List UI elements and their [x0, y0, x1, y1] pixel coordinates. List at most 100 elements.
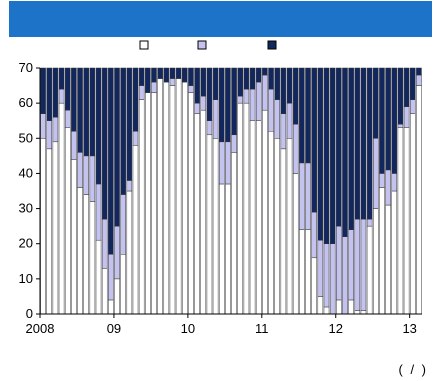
- bar-segment: [58, 102, 65, 315]
- bar-segment: [385, 204, 391, 315]
- bar-segment: [268, 131, 274, 315]
- bar-segment: [391, 173, 398, 192]
- bar-segment: [231, 134, 237, 153]
- bar-segment: [71, 131, 77, 160]
- bar-segment: [292, 173, 299, 315]
- bar-segment: [262, 67, 268, 76]
- bar-segment: [218, 141, 225, 185]
- bar-segment: [132, 67, 139, 132]
- bar-segment: [218, 67, 225, 143]
- bar-segment: [348, 229, 354, 301]
- bar-segment: [360, 218, 367, 311]
- bar-segment: [255, 81, 262, 121]
- legend-marker: [139, 40, 149, 50]
- bar-segment: [58, 67, 65, 90]
- bar-segment: [379, 67, 385, 174]
- bar-segment: [138, 85, 145, 100]
- bar-segment: [83, 155, 89, 195]
- bar-segment: [64, 67, 71, 111]
- bar-segment: [280, 67, 287, 114]
- x-tick-label: 10: [181, 321, 195, 336]
- bar-segment: [120, 254, 126, 315]
- bar-segment: [373, 208, 379, 315]
- bar-segment: [348, 67, 354, 230]
- bar-segment: [212, 67, 219, 100]
- bar-segment: [292, 67, 299, 125]
- bar-segment: [126, 67, 133, 181]
- x-tick-label: 13: [402, 321, 416, 336]
- bar-segment: [280, 113, 287, 150]
- bar-segment: [243, 88, 250, 104]
- bar-segment: [249, 67, 256, 90]
- bar-segment: [360, 67, 367, 220]
- bar-segment: [206, 120, 213, 136]
- bar-segment: [157, 67, 163, 79]
- bar-segment: [145, 67, 151, 93]
- bar-segment: [323, 306, 330, 315]
- bar-segment: [194, 102, 200, 114]
- bar-segment: [126, 190, 133, 315]
- bar-segment: [151, 92, 157, 315]
- bar-segment: [114, 67, 120, 227]
- bar-segment: [354, 67, 361, 220]
- bar-segment: [95, 239, 102, 315]
- bar-segment: [151, 81, 157, 93]
- bar-segment: [83, 194, 89, 315]
- bar-segment: [268, 88, 274, 132]
- bar-segment: [108, 67, 114, 255]
- bar-segment: [200, 67, 207, 97]
- bar-segment: [138, 67, 145, 86]
- bar-segment: [40, 113, 46, 139]
- bar-segment: [317, 67, 324, 241]
- bar-segment: [231, 67, 237, 136]
- bar-segment: [40, 138, 46, 315]
- bar-segment: [225, 141, 231, 185]
- bar-segment: [360, 310, 367, 315]
- bar-segment: [373, 67, 379, 139]
- bar-segment: [89, 155, 96, 202]
- bar-segment: [305, 229, 311, 315]
- legend-marker: [197, 40, 207, 50]
- legend-marker: [267, 40, 277, 50]
- bar-segment: [108, 299, 114, 315]
- bar-segment: [46, 148, 53, 315]
- bar-segment: [77, 152, 83, 188]
- bar-segment: [64, 127, 71, 315]
- bar-segment: [416, 67, 422, 76]
- bar-segment: [243, 102, 250, 315]
- x-tick-label: 11: [255, 321, 269, 336]
- bar-segment: [237, 102, 244, 315]
- bar-segment: [114, 225, 120, 280]
- y-tick-label: 50: [19, 130, 33, 145]
- bar-segment: [114, 278, 120, 315]
- bar-segment: [299, 229, 305, 315]
- bar-segment: [218, 183, 225, 315]
- bar-segment: [194, 67, 200, 104]
- bar-segment: [292, 123, 299, 174]
- bar-segment: [77, 67, 83, 153]
- bar-segment: [305, 67, 311, 164]
- bar-segment: [317, 239, 324, 297]
- y-tick-label: 20: [19, 236, 33, 251]
- bar-segment: [169, 78, 176, 86]
- bar-segment: [323, 67, 330, 244]
- bar-segment: [268, 67, 274, 90]
- bar-segment: [151, 67, 157, 83]
- bar-segment: [385, 169, 391, 206]
- bar-segment: [101, 218, 108, 269]
- bar-segment: [379, 173, 385, 188]
- bar-segment: [262, 74, 268, 111]
- bar-segment: [274, 138, 280, 315]
- bar-segment: [342, 236, 348, 315]
- y-tick-label: 10: [19, 271, 33, 286]
- bar-segment: [409, 67, 416, 100]
- bar-segment: [132, 145, 139, 315]
- bar-segment: [336, 225, 342, 301]
- bar-segment: [89, 67, 96, 157]
- bar-segment: [77, 187, 83, 315]
- bar-segment: [366, 218, 373, 227]
- bar-segment: [237, 95, 244, 104]
- x-tick-label: 2008: [26, 321, 55, 336]
- bar-segment: [354, 218, 361, 311]
- bar-segment: [366, 225, 373, 315]
